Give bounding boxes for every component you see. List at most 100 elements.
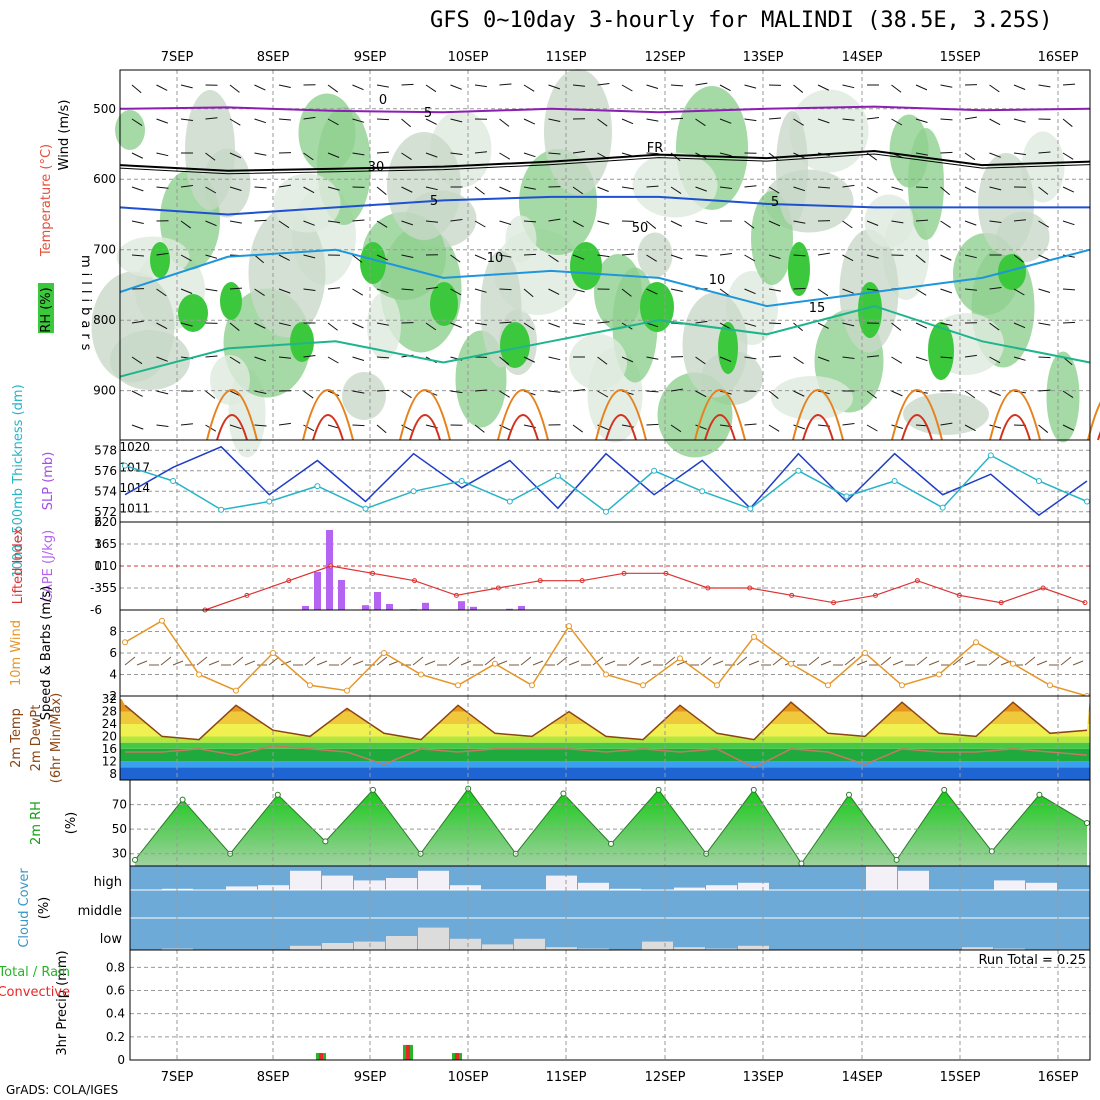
wind-barb [450,288,462,296]
thickness-line-marker [939,504,946,511]
wind-barb [474,220,486,228]
chart-title: GFS 0~10day 3-hourly for MALINDI (38.5E,… [430,8,1053,33]
wind-barb [156,186,169,189]
wind-barb [744,356,757,360]
tick-label-thickness: 576 [94,464,117,478]
date-label-top: 9SEP [354,50,387,65]
wind-barb [744,288,756,295]
date-label-top: 13SEP [743,50,784,65]
wind-barb [180,288,193,294]
wind-barb [499,186,511,193]
temp-band [120,748,1090,762]
wind-barb [866,117,879,120]
wind-barb [548,84,561,90]
thickness-line-marker [458,478,465,484]
date-label-bottom: 12SEP [645,1070,686,1085]
wind-barb [768,220,781,227]
wind-barb [597,83,610,86]
wind-barb [303,116,316,120]
cape-bar [518,606,525,610]
wind-barb [1013,219,1026,222]
wind-barb [866,390,877,399]
axis-label-precip: 3hr Precip (mm) [55,950,70,1055]
wind-barb [229,287,243,290]
wind-barb [425,186,438,191]
cloud-high-bar [866,866,897,890]
rh-marker [608,840,614,847]
wind-barb [646,423,659,426]
thickness-line-marker [506,498,513,505]
wind-barb [327,118,339,126]
wind-barb [572,389,585,392]
wind-barb [376,254,389,261]
wind-barb [278,220,290,229]
tick-label-temp: 12 [102,754,117,768]
wind-barb-10m [460,660,472,666]
rh-shading [505,215,537,263]
wind-speed-line-marker [899,682,905,689]
wind-barb-10m [952,656,964,666]
wind-speed-line [124,619,1088,697]
tick-label-pressure: 800 [93,313,116,327]
wind-barb [401,83,414,86]
tick-label-pressure: 900 [93,384,116,398]
wind-barb [621,253,634,256]
wind-barb [670,220,683,227]
cloud-high-bar [706,885,737,890]
axis-label-millibars: millibars [78,255,93,355]
wind-barb-10m [340,656,352,666]
slp-line [124,445,1088,517]
wind-barb [842,356,855,359]
thickness-line-marker [795,467,802,474]
wind-barb [989,152,1001,158]
wind-barb [523,253,537,256]
contour-label: 10 [487,251,504,266]
wind-barb [646,322,659,328]
wind-barb-10m [484,656,496,666]
cloud-low-bar [706,948,737,950]
cloud-low-bar [514,938,545,950]
wind-barb [131,320,144,324]
wind-barb [1038,84,1051,88]
wind-barb [915,152,928,156]
rh-marker [179,796,186,803]
rh-high-shading [220,282,242,320]
wind-barb-10m [640,660,652,666]
wind-barb [352,254,363,263]
wind-barb [842,220,853,229]
wind-barb [964,354,977,358]
wind-barb-10m [736,656,748,666]
wind-speed-line-marker [973,639,979,646]
wind-barb [817,288,829,297]
freezing-isoline [119,153,1091,175]
tick-label-cape: 165 [94,537,117,551]
wind-barb [989,84,1000,93]
wind-barb [523,186,536,190]
wind-barb [303,424,315,432]
wind-barb [817,186,830,189]
wind-barb [376,356,390,359]
tick-label-rh: 70 [112,798,127,812]
wind-barb [646,390,659,393]
wind-barb [1013,254,1024,263]
wind-barb [376,389,390,392]
rh-marker [941,786,948,793]
wind-barb [1038,254,1050,261]
wind-barb [915,356,928,362]
tick-label-temp: 28 [102,705,117,719]
wind-barb [719,322,731,330]
wind-speed-line-marker [714,682,720,689]
contour-label: FR [647,141,664,156]
wind-barb-10m [748,660,760,666]
wind-barb [842,254,854,262]
wind-barb [205,117,218,120]
wind-barb [254,84,266,91]
wind-barb [303,355,316,358]
wind-barb [303,186,315,194]
thickness-line-marker [1084,498,1090,505]
wind-barb [572,150,585,154]
temperature-isoline-hot [999,414,1031,441]
grads-footer: GrADS: COLA/IGES [6,1083,119,1097]
wind-barb [646,84,659,89]
wind-barb [327,186,340,191]
